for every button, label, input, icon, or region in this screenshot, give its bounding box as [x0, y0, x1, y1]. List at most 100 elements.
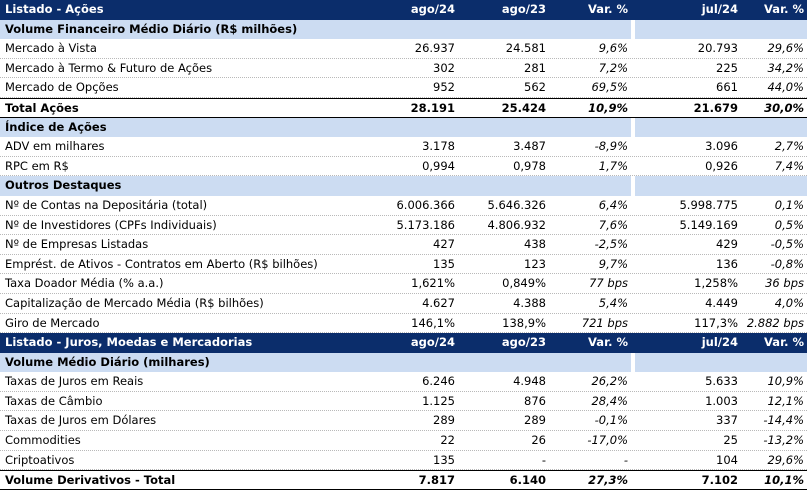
- table-row-jul24-cell: 3.096: [705, 139, 738, 154]
- table-row-var-mom-cell: 0,1%: [774, 197, 804, 212]
- column-gap: [631, 431, 635, 450]
- table-row-label-cell: Giro de Mercado: [5, 315, 100, 330]
- column-gap: [631, 215, 635, 235]
- table-row-ago23-cell: 4.388: [513, 295, 546, 310]
- group-header: Índice de Ações: [0, 117, 807, 138]
- table-row-label-cell: Commodities: [5, 433, 81, 448]
- section-header-ago24-cell: ago/24: [371, 333, 459, 353]
- total-row-var-yoy-cell: 27,3%: [588, 473, 628, 488]
- section-header: Listado - Ações ago/24 ago/23 Var. % jul/24 V…: [0, 0, 807, 20]
- table-row-label-cell: Mercado à Vista: [5, 41, 97, 56]
- table-row-ago24-cell: 6.246: [422, 374, 455, 389]
- column-gap: [631, 372, 635, 391]
- table-row-jul24-cell: 4.449: [705, 295, 738, 310]
- table-row: Taxas de Juros em Dólares 289 289 -0,1% 337 -…: [0, 411, 807, 432]
- group-title-fill: [635, 19, 807, 40]
- total-row: Total Ações 28.191 25.424 10,9% 21.679 30,0%: [0, 97, 807, 118]
- table-row-label-cell: Taxas de Juros em Reais: [5, 374, 144, 389]
- table-row-var-mom-cell: 10,9%: [767, 374, 804, 389]
- table-row-var-yoy-cell: 721 bps: [581, 315, 628, 330]
- table-row-ago24-cell: 3.178: [422, 139, 455, 154]
- column-gap: [631, 471, 635, 489]
- table-row-var-yoy-cell: 7,6%: [598, 217, 628, 232]
- table-row-label-cell: Taxas de Juros em Dólares: [5, 413, 157, 428]
- table-row-label-cell: Mercado à Termo & Futuro de Ações: [5, 60, 213, 75]
- table-row-label-cell: Taxa Doador Média (% a.a.): [5, 276, 164, 291]
- table-row: Taxas de Juros em Reais 6.246 4.948 26,2% 5.…: [0, 372, 807, 392]
- section-header-label-cell: Listado - Juros, Moedas e Mercadorias: [0, 333, 371, 353]
- table-row-var-yoy-cell: 5,4%: [598, 295, 628, 310]
- table-row-var-yoy-cell: -0,1%: [594, 413, 628, 428]
- table-row: Mercado à Termo & Futuro de Ações 302 281 7…: [0, 58, 807, 79]
- group-header: Outros Destaques: [0, 176, 807, 196]
- group-title-fill: [635, 117, 807, 138]
- table-row: Mercado à Vista 26.937 24.581 9,6% 20.793 29,…: [0, 39, 807, 59]
- table-row-ago23-cell: 562: [524, 80, 546, 95]
- table-row-var-mom-cell: -0,8%: [770, 256, 804, 271]
- table-row-var-yoy-cell: 77 bps: [589, 276, 628, 291]
- column-gap: [631, 98, 635, 117]
- table-row-ago24-cell: 22: [440, 433, 455, 448]
- table-row-var-yoy-cell: 26,2%: [591, 374, 628, 389]
- table-row-ago24-cell: 952: [433, 80, 455, 95]
- table-row-ago24-cell: 427: [433, 237, 455, 252]
- table-row: ADV em milhares 3.178 3.487 -8,9% 3.096 2,7%: [0, 137, 807, 157]
- column-gap: [631, 411, 635, 431]
- table-row-ago23-cell: 0,849%: [502, 276, 546, 291]
- group-title-fill: [635, 176, 807, 196]
- table-row-var-mom-cell: 0,5%: [774, 217, 804, 232]
- total-row: Volume Derivativos - Total 7.817 6.140 27,3…: [0, 470, 807, 490]
- column-gap: [631, 450, 635, 470]
- group-header: Volume Médio Diário (milhares): [0, 352, 807, 373]
- table-row-var-yoy-cell: -2,5%: [594, 237, 628, 252]
- table-row-var-yoy-cell: 1,7%: [598, 158, 628, 173]
- total-row-label-cell: Volume Derivativos - Total: [5, 473, 176, 488]
- section-header-ago23-cell: ago/23: [459, 0, 552, 20]
- table-row-ago24-cell: 302: [433, 60, 455, 75]
- column-gap: [631, 19, 635, 40]
- section-header-jul24-cell: jul/24: [635, 333, 741, 353]
- table-row-ago23-cell: 138,9%: [502, 315, 546, 330]
- column-gap: [631, 235, 635, 254]
- table-row-ago24-cell: 135: [433, 256, 455, 271]
- table-row-var-mom-cell: 7,4%: [774, 158, 804, 173]
- table-row: Taxas de Câmbio 1.125 876 28,4% 1.003 12,1%: [0, 391, 807, 412]
- column-gap: [631, 333, 635, 353]
- table-row-ago24-cell: 1,621%: [411, 276, 455, 291]
- table-row-jul24-cell: 1.003: [705, 393, 738, 408]
- table-row-var-mom-cell: 29,6%: [767, 452, 804, 467]
- table-row-ago23-cell: 4.806.932: [487, 217, 546, 232]
- table-row-var-yoy-cell: -17,0%: [587, 433, 628, 448]
- table-row-jul24-cell: 20.793: [697, 41, 738, 56]
- table-row-var-mom-cell: 44,0%: [767, 80, 804, 95]
- table-row-var-mom-cell: 36 bps: [765, 276, 804, 291]
- table-row-ago24-cell: 1.125: [422, 393, 455, 408]
- table-row-jul24-cell: 136: [716, 256, 738, 271]
- group-title: Volume Médio Diário (milhares): [0, 352, 631, 373]
- column-gap: [631, 274, 635, 293]
- table-row-ago23-cell: 438: [524, 237, 546, 252]
- table-row-var-yoy-cell: 9,7%: [598, 256, 628, 271]
- column-gap: [631, 352, 635, 373]
- table-row-ago24-cell: 0,994: [422, 158, 455, 173]
- section-header-ago24-cell: ago/24: [371, 0, 459, 20]
- table-row-var-mom-cell: -14,4%: [763, 413, 804, 428]
- table-row: Giro de Mercado 146,1% 138,9% 721 bps 117,3%…: [0, 313, 807, 334]
- table-row-jul24-cell: 225: [716, 60, 738, 75]
- table-row-ago24-cell: 5.173.186: [396, 217, 455, 232]
- table-row: Commodities 22 26 -17,0% 25 -13,2%: [0, 431, 807, 451]
- table-row-ago23-cell: -: [541, 452, 546, 467]
- table-row-label-cell: Nº de Contas na Depositária (total): [5, 197, 208, 212]
- table-row-jul24-cell: 104: [716, 452, 738, 467]
- table-row-jul24-cell: 1,258%: [694, 276, 738, 291]
- table-row-label-cell: Nº de Investidores (CPFs Individuais): [5, 217, 217, 232]
- total-row-jul24-cell: 7.102: [701, 473, 738, 488]
- table-row: Mercado de Opções 952 562 69,5% 661 44,0%: [0, 78, 807, 98]
- total-row-ago24-cell: 7.817: [418, 473, 455, 488]
- total-row-ago23-cell: 6.140: [509, 473, 546, 488]
- table-row-ago23-cell: 5.646.326: [487, 197, 546, 212]
- column-gap: [631, 78, 635, 97]
- table-row-jul24-cell: 337: [716, 413, 738, 428]
- table-row-var-yoy-cell: 69,5%: [591, 80, 628, 95]
- total-row-jul24-cell: 21.679: [693, 100, 738, 115]
